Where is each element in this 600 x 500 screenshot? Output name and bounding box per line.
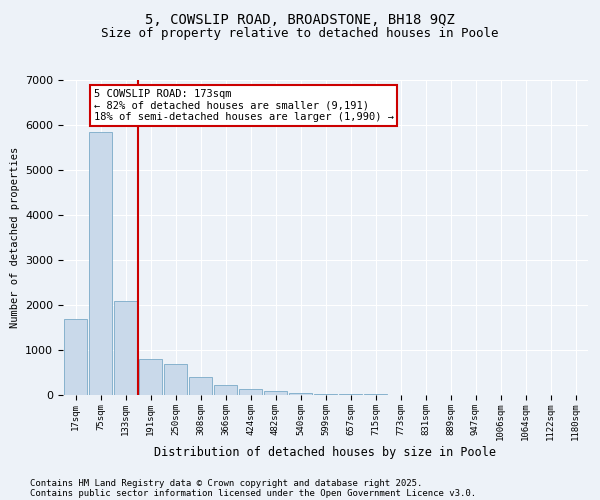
Bar bbox=[64, 318, 88, 395]
Bar bbox=[263, 392, 287, 395]
Text: Contains HM Land Registry data © Crown copyright and database right 2025.: Contains HM Land Registry data © Crown c… bbox=[30, 478, 422, 488]
Bar bbox=[188, 378, 212, 395]
Bar bbox=[364, 394, 388, 395]
Bar bbox=[338, 394, 362, 395]
Bar bbox=[289, 393, 313, 395]
Text: Contains public sector information licensed under the Open Government Licence v3: Contains public sector information licen… bbox=[30, 488, 476, 498]
Bar bbox=[314, 394, 337, 395]
Text: Size of property relative to detached houses in Poole: Size of property relative to detached ho… bbox=[101, 28, 499, 40]
X-axis label: Distribution of detached houses by size in Poole: Distribution of detached houses by size … bbox=[155, 446, 497, 459]
Bar bbox=[113, 300, 137, 395]
Y-axis label: Number of detached properties: Number of detached properties bbox=[10, 147, 20, 328]
Text: 5 COWSLIP ROAD: 173sqm
← 82% of detached houses are smaller (9,191)
18% of semi-: 5 COWSLIP ROAD: 173sqm ← 82% of detached… bbox=[94, 89, 394, 122]
Bar bbox=[239, 389, 262, 395]
Bar bbox=[214, 385, 238, 395]
Text: 5, COWSLIP ROAD, BROADSTONE, BH18 9QZ: 5, COWSLIP ROAD, BROADSTONE, BH18 9QZ bbox=[145, 12, 455, 26]
Bar bbox=[89, 132, 112, 395]
Bar bbox=[164, 364, 187, 395]
Bar bbox=[139, 359, 163, 395]
